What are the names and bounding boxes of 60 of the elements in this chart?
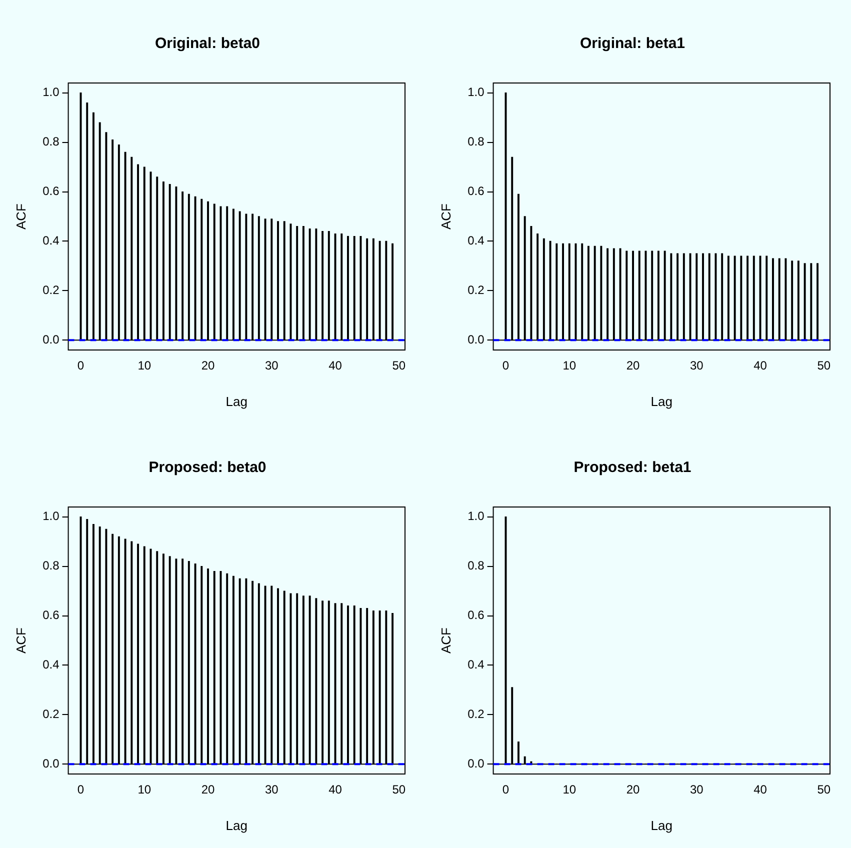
chart-title: Proposed: beta0 [148, 459, 266, 476]
y-tick-label: 0.0 [42, 332, 60, 346]
y-tick-label: 0.8 [42, 134, 60, 149]
y-tick-label: 1.0 [468, 509, 485, 524]
y-tick-label: 0.2 [42, 706, 60, 721]
x-tick-label: 30 [264, 358, 279, 373]
y-tick-label: 0.8 [468, 558, 485, 573]
x-tick-label: 40 [328, 782, 342, 797]
x-tick-label: 10 [562, 782, 576, 797]
y-tick-label: 0.2 [468, 706, 485, 721]
x-tick-label: 30 [690, 358, 704, 373]
chart-title: Original: beta0 [154, 35, 260, 52]
x-axis-title: Lag [650, 818, 672, 833]
y-tick-label: 0.0 [468, 756, 485, 770]
x-tick-label: 10 [562, 358, 576, 373]
x-tick-label: 40 [754, 782, 768, 797]
x-tick-label: 0 [77, 782, 84, 797]
y-tick-label: 0.4 [468, 234, 485, 248]
x-tick-label: 0 [77, 358, 84, 373]
chart-title: Original: beta1 [580, 35, 686, 52]
y-tick-label: 0.0 [42, 756, 60, 770]
x-tick-label: 20 [201, 782, 215, 797]
y-tick-label: 0.6 [468, 184, 485, 198]
y-tick-label: 0.4 [42, 658, 60, 672]
y-axis-title: ACF [13, 203, 28, 230]
y-axis-title: ACF [438, 203, 454, 230]
chart-title: Proposed: beta1 [574, 459, 692, 476]
y-tick-label: 0.2 [468, 282, 485, 297]
y-tick-label: 0.6 [468, 608, 485, 622]
y-tick-label: 0.8 [42, 558, 60, 573]
x-axis-title: Lag [226, 394, 248, 409]
y-axis-title: ACF [13, 627, 28, 654]
y-tick-label: 1.0 [468, 85, 485, 100]
y-tick-label: 1.0 [42, 509, 60, 524]
x-tick-label: 40 [328, 358, 342, 373]
x-tick-label: 50 [392, 358, 406, 373]
x-tick-label: 10 [138, 782, 152, 797]
y-tick-label: 0.4 [42, 234, 60, 248]
x-tick-label: 20 [201, 358, 215, 373]
x-tick-label: 20 [626, 782, 640, 797]
x-tick-label: 30 [264, 782, 279, 797]
x-tick-label: 40 [754, 358, 768, 373]
y-tick-label: 0.6 [42, 184, 60, 198]
x-tick-label: 50 [817, 782, 831, 797]
x-tick-label: 30 [690, 782, 704, 797]
y-axis-title: ACF [438, 627, 454, 654]
y-tick-label: 0.8 [468, 134, 485, 149]
y-tick-label: 0.0 [468, 332, 485, 346]
x-tick-label: 0 [502, 782, 510, 797]
x-tick-label: 50 [817, 358, 831, 373]
y-tick-label: 0.4 [468, 658, 485, 672]
y-tick-label: 0.2 [42, 282, 60, 297]
y-tick-label: 1.0 [42, 85, 60, 100]
x-axis-title: Lag [650, 394, 672, 409]
x-tick-label: 50 [392, 782, 406, 797]
y-tick-label: 0.6 [42, 608, 60, 622]
x-axis-title: Lag [226, 818, 248, 833]
x-tick-label: 10 [138, 358, 152, 373]
x-tick-label: 0 [502, 358, 510, 373]
x-tick-label: 20 [626, 358, 640, 373]
